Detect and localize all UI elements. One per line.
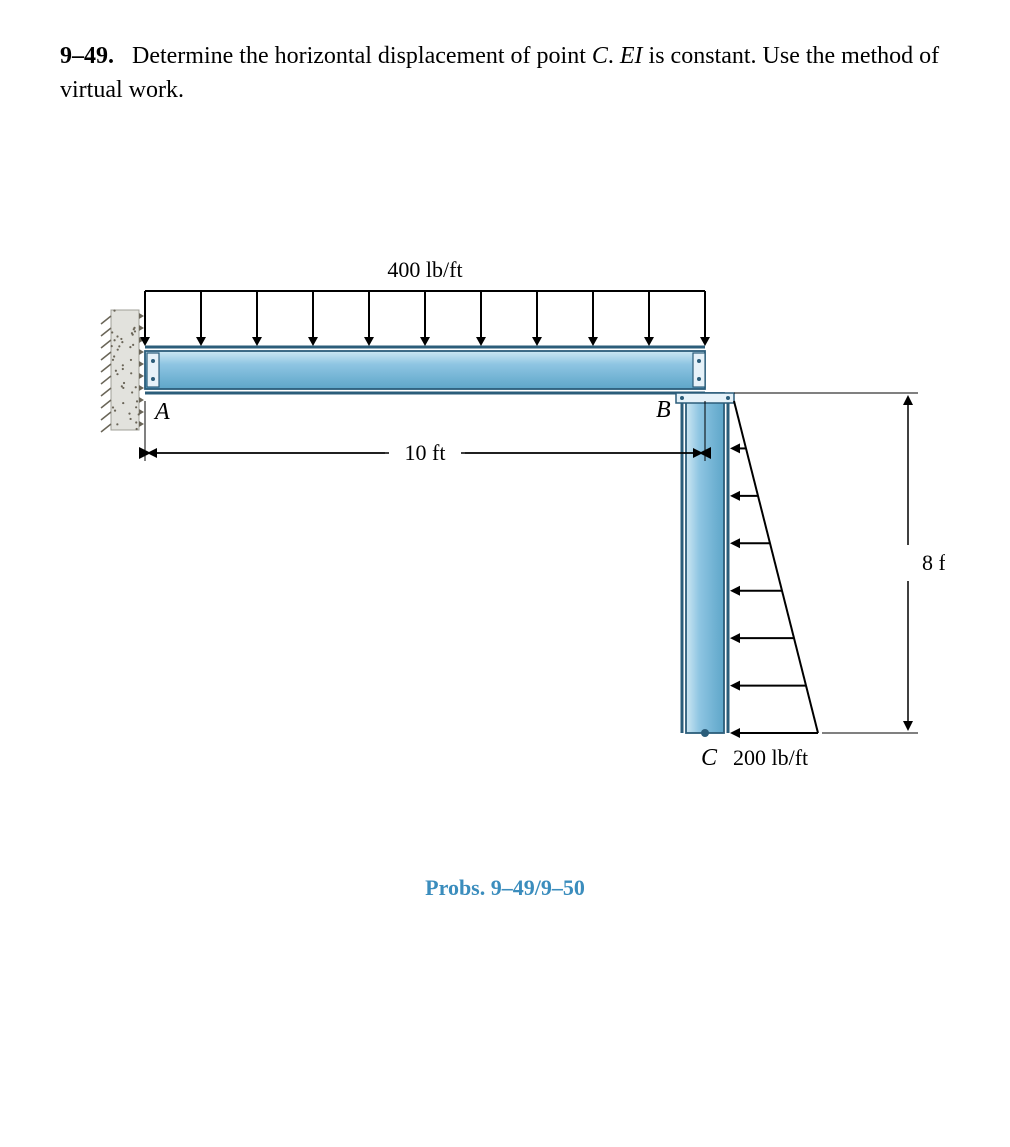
svg-text:400 lb/ft: 400 lb/ft (387, 257, 462, 282)
point-C-ref: C (592, 43, 608, 69)
svg-text:A: A (153, 399, 170, 425)
svg-text:C: C (701, 745, 718, 771)
svg-text:B: B (656, 397, 671, 423)
text2: . (608, 43, 620, 69)
svg-text:10 ft: 10 ft (405, 440, 446, 465)
EI-label: EI (620, 43, 643, 69)
problem-statement: 9–49. Determine the horizontal displacem… (60, 40, 950, 107)
svg-text:200 lb/ft: 200 lb/ft (733, 745, 808, 770)
svg-text:8 ft: 8 ft (922, 550, 945, 575)
problem-number: 9–49. (60, 43, 114, 69)
diagram-container: 400 lb/ft 10 ft 8 ft A B C 200 lb/ft (60, 247, 950, 847)
structural-diagram: 400 lb/ft 10 ft 8 ft A B C 200 lb/ft (65, 247, 945, 847)
text1: Determine the horizontal displacement of… (132, 43, 592, 69)
figure-caption: Probs. 9–49/9–50 (60, 875, 950, 901)
